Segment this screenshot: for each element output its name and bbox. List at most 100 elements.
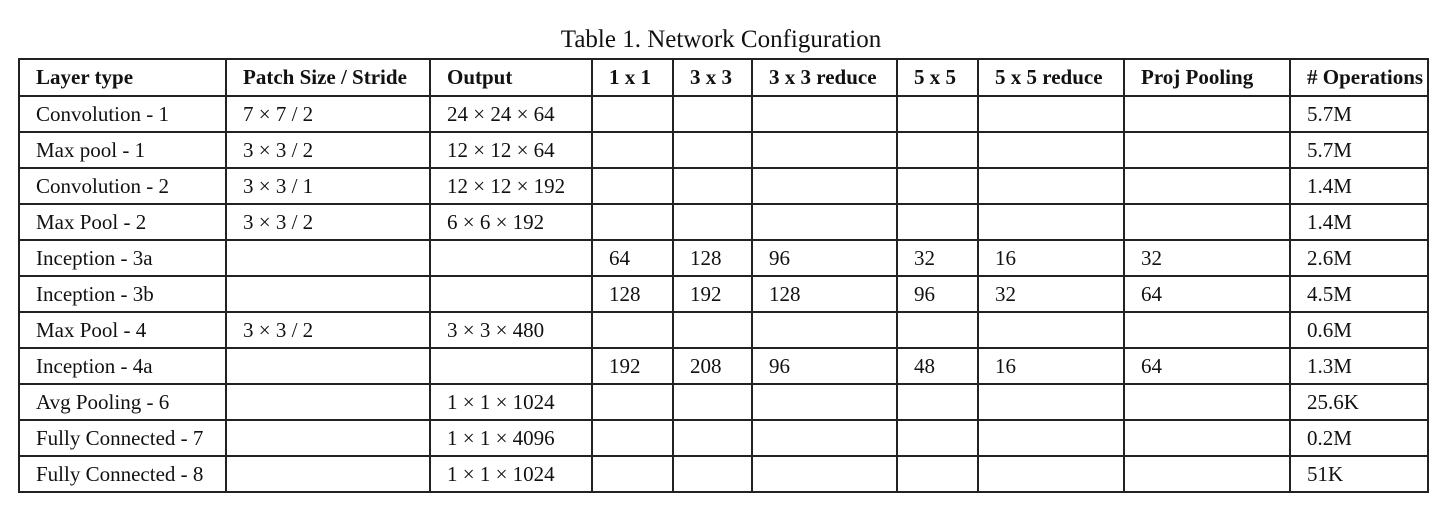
column-header-3x3: 3 x 3	[672, 58, 753, 97]
table-row: Fully Connected - 8 1 × 1 × 1024 51K	[18, 455, 1429, 493]
network-configuration-table: Layer type Patch Size / Stride Output 1 …	[18, 58, 1429, 493]
1x1-cell	[591, 95, 674, 133]
operations-cell: 2.6M	[1289, 239, 1429, 277]
output-cell: 6 × 6 × 192	[429, 203, 593, 241]
proj-pooling-cell	[1123, 167, 1291, 205]
layer-type-cell: Inception - 3a	[18, 239, 227, 277]
3x3-cell	[672, 203, 753, 241]
layer-type-cell: Inception - 4a	[18, 347, 227, 385]
proj-pooling-cell: 64	[1123, 275, 1291, 313]
3x3-cell: 128	[672, 239, 753, 277]
proj-pooling-cell	[1123, 419, 1291, 457]
table-row: Inception - 4a 192 208 96 48 16 64 1.3M	[18, 347, 1429, 385]
column-header-3x3-reduce: 3 x 3 reduce	[751, 58, 898, 97]
layer-type-cell: Inception - 3b	[18, 275, 227, 313]
3x3-cell	[672, 167, 753, 205]
column-header-1x1: 1 x 1	[591, 58, 674, 97]
3x3-reduce-cell: 96	[751, 347, 898, 385]
patch-size-stride-cell	[225, 347, 431, 385]
patch-size-stride-cell: 3 × 3 / 2	[225, 311, 431, 349]
5x5-cell: 48	[896, 347, 979, 385]
3x3-cell	[672, 311, 753, 349]
3x3-reduce-cell	[751, 203, 898, 241]
patch-size-stride-cell	[225, 455, 431, 493]
operations-cell: 0.2M	[1289, 419, 1429, 457]
operations-cell: 0.6M	[1289, 311, 1429, 349]
3x3-reduce-cell	[751, 167, 898, 205]
5x5-cell	[896, 311, 979, 349]
output-cell	[429, 275, 593, 313]
3x3-reduce-cell	[751, 311, 898, 349]
output-cell: 1 × 1 × 4096	[429, 419, 593, 457]
proj-pooling-cell	[1123, 131, 1291, 169]
5x5-reduce-cell	[977, 95, 1125, 133]
3x3-cell	[672, 95, 753, 133]
5x5-reduce-cell	[977, 455, 1125, 493]
5x5-cell	[896, 383, 979, 421]
5x5-reduce-cell	[977, 203, 1125, 241]
5x5-cell	[896, 131, 979, 169]
proj-pooling-cell: 32	[1123, 239, 1291, 277]
output-cell: 24 × 24 × 64	[429, 95, 593, 133]
column-header-5x5-reduce: 5 x 5 reduce	[977, 58, 1125, 97]
proj-pooling-cell	[1123, 311, 1291, 349]
layer-type-cell: Max pool - 1	[18, 131, 227, 169]
5x5-reduce-cell	[977, 383, 1125, 421]
3x3-cell: 208	[672, 347, 753, 385]
column-header-5x5: 5 x 5	[896, 58, 979, 97]
1x1-cell	[591, 311, 674, 349]
operations-cell: 1.3M	[1289, 347, 1429, 385]
1x1-cell: 192	[591, 347, 674, 385]
proj-pooling-cell	[1123, 95, 1291, 133]
table-row: Inception - 3b 128 192 128 96 32 64 4.5M	[18, 275, 1429, 313]
header-row: Layer type Patch Size / Stride Output 1 …	[18, 58, 1429, 97]
table-row: Avg Pooling - 6 1 × 1 × 1024 25.6K	[18, 383, 1429, 421]
output-cell: 1 × 1 × 1024	[429, 455, 593, 493]
3x3-cell	[672, 419, 753, 457]
5x5-cell	[896, 167, 979, 205]
5x5-cell	[896, 95, 979, 133]
5x5-reduce-cell: 16	[977, 347, 1125, 385]
3x3-cell	[672, 383, 753, 421]
patch-size-stride-cell: 3 × 3 / 2	[225, 203, 431, 241]
3x3-cell	[672, 131, 753, 169]
layer-type-cell: Avg Pooling - 6	[18, 383, 227, 421]
proj-pooling-cell: 64	[1123, 347, 1291, 385]
operations-cell: 51K	[1289, 455, 1429, 493]
operations-cell: 1.4M	[1289, 203, 1429, 241]
table-row: Inception - 3a 64 128 96 32 16 32 2.6M	[18, 239, 1429, 277]
1x1-cell	[591, 203, 674, 241]
1x1-cell: 64	[591, 239, 674, 277]
patch-size-stride-cell	[225, 239, 431, 277]
column-header-operations: # Operations	[1289, 58, 1429, 97]
5x5-reduce-cell	[977, 311, 1125, 349]
layer-type-cell: Max Pool - 2	[18, 203, 227, 241]
5x5-reduce-cell	[977, 419, 1125, 457]
3x3-reduce-cell: 128	[751, 275, 898, 313]
operations-cell: 5.7M	[1289, 131, 1429, 169]
layer-type-cell: Convolution - 2	[18, 167, 227, 205]
layer-type-cell: Convolution - 1	[18, 95, 227, 133]
5x5-cell	[896, 455, 979, 493]
output-cell: 12 × 12 × 192	[429, 167, 593, 205]
3x3-reduce-cell	[751, 419, 898, 457]
1x1-cell	[591, 383, 674, 421]
5x5-cell: 96	[896, 275, 979, 313]
5x5-cell	[896, 203, 979, 241]
patch-size-stride-cell	[225, 383, 431, 421]
output-cell	[429, 347, 593, 385]
operations-cell: 25.6K	[1289, 383, 1429, 421]
3x3-cell	[672, 455, 753, 493]
3x3-reduce-cell	[751, 131, 898, 169]
column-header-layer-type: Layer type	[18, 58, 227, 97]
1x1-cell	[591, 131, 674, 169]
output-cell: 1 × 1 × 1024	[429, 383, 593, 421]
column-header-proj-pooling: Proj Pooling	[1123, 58, 1291, 97]
patch-size-stride-cell	[225, 275, 431, 313]
operations-cell: 4.5M	[1289, 275, 1429, 313]
patch-size-stride-cell: 3 × 3 / 2	[225, 131, 431, 169]
layer-type-cell: Fully Connected - 7	[18, 419, 227, 457]
